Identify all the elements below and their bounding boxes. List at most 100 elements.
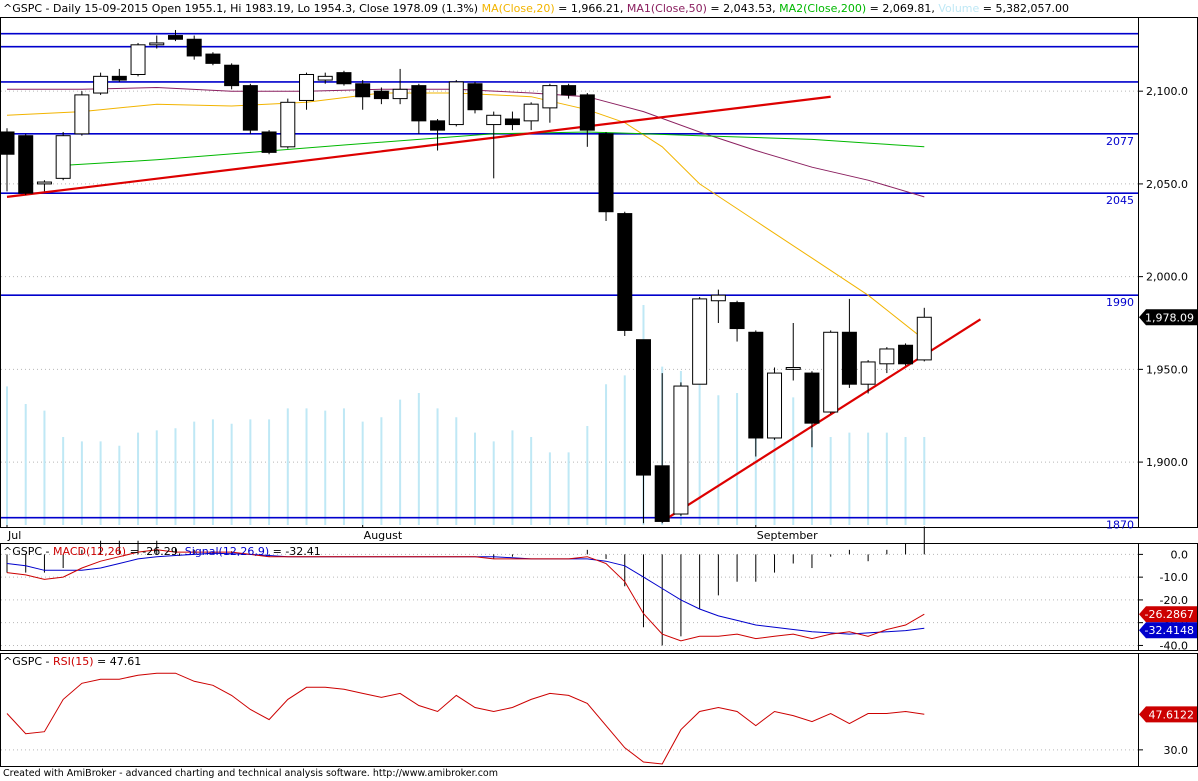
signal-line	[6, 552, 925, 635]
candle-body-up	[317, 75, 333, 81]
candle	[93, 72, 109, 95]
candle	[635, 339, 651, 524]
candle-body-down	[430, 120, 446, 131]
candle	[579, 93, 595, 147]
macd-symbol: ^GSPC	[3, 545, 43, 558]
candle	[823, 330, 839, 414]
level-label: 1990	[1106, 296, 1134, 309]
candle	[448, 80, 464, 127]
last-price-marker	[1139, 309, 1197, 326]
macd-tick-label: 0.0	[1171, 548, 1189, 561]
x-tick-label: Jul	[7, 529, 21, 542]
candle	[373, 87, 389, 105]
candle	[617, 211, 633, 336]
candle	[729, 300, 745, 342]
macd-label: MACD(12,26)	[53, 545, 127, 558]
rsi-tick-label: 30.0	[1164, 744, 1189, 757]
candle-body-up	[74, 94, 90, 135]
price-tick-label: 2,000.0	[1146, 271, 1188, 284]
volume-label: Volume	[938, 2, 980, 15]
macd-tick-label: -10.0	[1160, 571, 1188, 584]
candle	[74, 91, 90, 136]
ma200-label: MA2(Close,200)	[779, 2, 867, 15]
candle-body-down	[242, 85, 258, 131]
macd-last-label: -26.2867	[1145, 608, 1194, 621]
candle-body-down	[18, 135, 34, 194]
candle	[430, 119, 446, 151]
candle	[224, 63, 240, 90]
rsi-value: = 47.61	[96, 655, 142, 668]
candle-body-up	[823, 331, 839, 413]
rsi-label: RSI(15)	[53, 655, 94, 668]
level-label: 1870	[1106, 519, 1134, 532]
signal-last-marker	[1139, 622, 1197, 639]
candle	[504, 111, 520, 131]
candle-body-down	[261, 131, 277, 153]
x-tick-label: September	[757, 529, 818, 542]
candle-body-down	[635, 339, 651, 476]
rsi-pane: 30.0 47.6122	[0, 653, 1198, 767]
candle	[785, 323, 801, 381]
candle-body-up	[710, 294, 726, 302]
candle-body-up	[392, 88, 408, 100]
rsi-line	[6, 672, 925, 765]
candle	[692, 297, 708, 385]
candle-body-up	[879, 348, 895, 365]
ma50-label: MA1(Close,50)	[626, 2, 707, 15]
price-tick-label: 2,100.0	[1146, 85, 1188, 98]
macd-tick-label: -40.0	[1160, 639, 1188, 652]
candle-body-up	[785, 367, 801, 370]
candle	[561, 83, 577, 99]
candle	[355, 80, 371, 110]
trend-line	[6, 95, 831, 198]
level-label: 2045	[1106, 194, 1134, 207]
candle-body-down	[617, 213, 633, 331]
candle-body-up	[523, 103, 539, 122]
candle-body-down	[224, 64, 240, 87]
candle	[898, 343, 914, 366]
macd-pane: 0.0-10.0-20.0-30.0-40.0-26.2867-32.4148	[0, 526, 1198, 652]
candle-body-up	[130, 44, 146, 75]
candle	[280, 98, 296, 149]
candle-body-down	[186, 38, 202, 57]
candle	[317, 72, 333, 84]
candle-body-up	[767, 372, 783, 439]
macd-last-marker	[1139, 606, 1197, 623]
candle	[242, 83, 258, 134]
signal-value: = -32.41	[272, 545, 321, 558]
candle-body-down	[111, 75, 127, 81]
candle	[261, 130, 277, 155]
candle-body-up	[280, 101, 296, 148]
macd-header: ^GSPC - MACD(12,26) = -26.29, Signal(12,…	[3, 545, 321, 558]
last-price-label: 1,978.09	[1145, 311, 1194, 324]
rsi-header: ^GSPC - RSI(15) = 47.61	[3, 655, 142, 668]
candle	[523, 102, 539, 131]
price-header: ^GSPC - Daily 15-09-2015 Open 1955.1, Hi…	[3, 2, 1069, 15]
price-pane: 2,100.0 2,050.0 2,000.0 1,950.0 1,900.0 Jul Au…	[0, 17, 1198, 542]
candle-body-down	[729, 302, 745, 330]
candle-body-down	[411, 85, 427, 122]
candle-body-up	[860, 361, 876, 385]
candle	[879, 347, 895, 374]
candle-body-up	[149, 42, 165, 46]
macd-tick-label: -20.0	[1160, 594, 1188, 607]
candle-body-down	[205, 53, 221, 64]
candle-body-down	[336, 72, 352, 85]
moving-average-line	[6, 92, 925, 341]
candle	[299, 72, 315, 110]
candle	[205, 52, 221, 66]
candle	[18, 133, 34, 196]
candle	[186, 35, 202, 60]
candle	[149, 35, 165, 49]
ma20-value: = 1,966.21,	[558, 2, 624, 15]
volume-value: = 5,382,057.00	[982, 2, 1069, 15]
rsi-symbol: ^GSPC	[3, 655, 43, 668]
candle-body-down	[748, 331, 764, 439]
signal-label: Signal(12,26,9)	[184, 545, 270, 558]
candle	[804, 371, 820, 448]
candle-body-down	[467, 83, 483, 111]
x-tick-label: August	[364, 529, 403, 542]
candle	[598, 131, 614, 221]
signal-last-label: -32.4148	[1145, 624, 1194, 637]
candle-body-up	[299, 73, 315, 101]
